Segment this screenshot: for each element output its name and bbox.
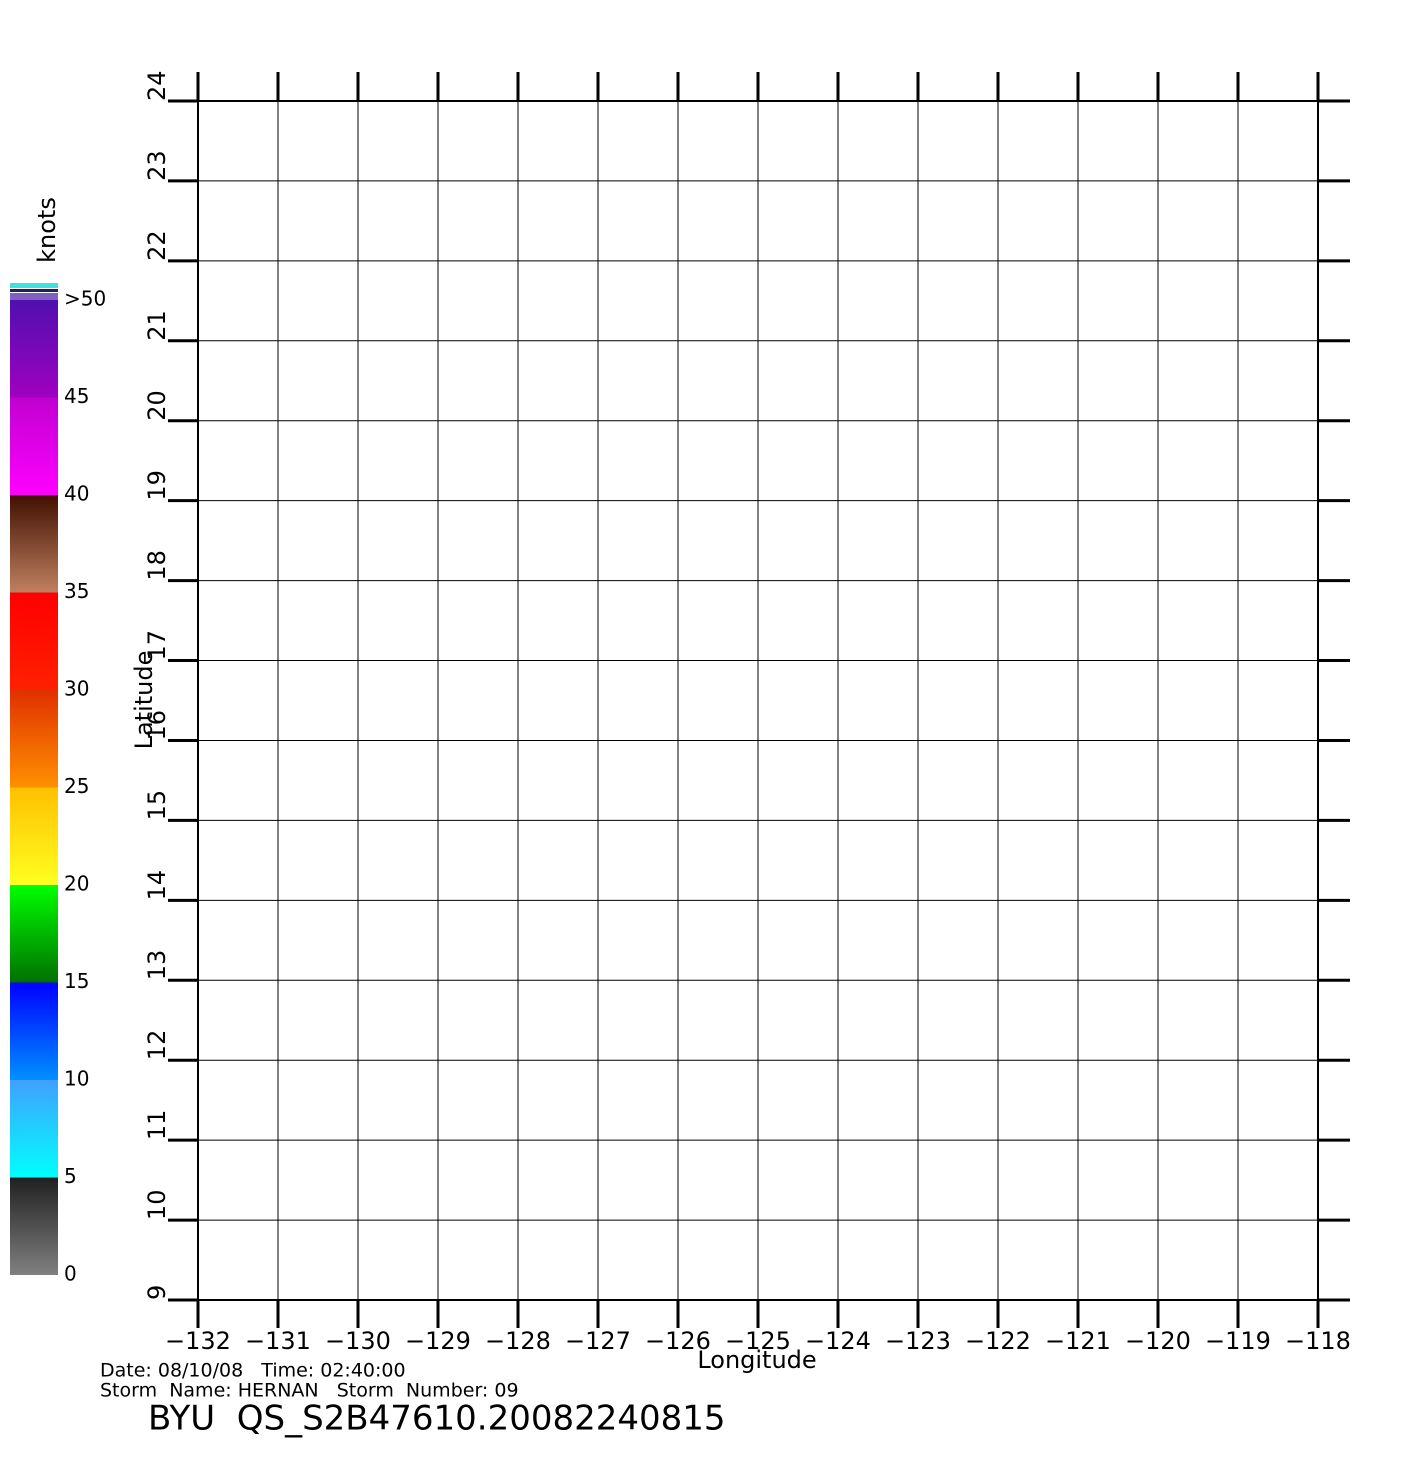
colorbar-segment (10, 787, 58, 885)
colorbar-segment (10, 690, 58, 788)
colorbar-tick-label: 15 (64, 969, 89, 993)
colorbar-tick-label: 20 (64, 872, 89, 896)
x-tick-label: −131 (245, 1327, 311, 1355)
colorbar-tick-label: 40 (64, 482, 89, 506)
x-tick-label: −130 (325, 1327, 391, 1355)
y-tick-label: 23 (143, 150, 171, 181)
y-tick-label: 24 (143, 70, 171, 101)
x-tick-label: −122 (965, 1327, 1031, 1355)
x-tick-label: −120 (1125, 1327, 1191, 1355)
colorbar-segment (10, 495, 58, 593)
colorbar-segment (10, 300, 58, 398)
y-axis-label: Latitude (130, 651, 158, 750)
colorbar-tick-label: 5 (64, 1164, 77, 1188)
y-tick-label: 15 (143, 790, 171, 821)
colorbar-tick-label: 10 (64, 1067, 89, 1091)
colorbar-tick-label: 25 (64, 774, 89, 798)
y-tick-label: 10 (143, 1190, 171, 1221)
colorbar-tick-label: >50 (64, 287, 106, 311)
y-tick-label: 22 (143, 230, 171, 261)
y-tick-label: 12 (143, 1030, 171, 1061)
colorbar-segment (10, 592, 58, 690)
y-tick-label: 21 (143, 310, 171, 341)
colorbar-tick-label: 30 (64, 677, 89, 701)
colorbar-segment (10, 982, 58, 1080)
colorbar-segment (10, 885, 58, 983)
y-tick-label: 9 (143, 1285, 171, 1300)
colorbar-segment (10, 1177, 58, 1275)
storm-note: Storm Name: HERNAN Storm Number: 09 (100, 1380, 519, 1402)
colorbar-cap (10, 283, 58, 288)
y-tick-label: 18 (143, 550, 171, 581)
x-tick-label: −124 (805, 1327, 871, 1355)
colorbar-tick-label: 45 (64, 384, 89, 408)
x-tick-label: −119 (1205, 1327, 1271, 1355)
x-tick-label: −121 (1045, 1327, 1111, 1355)
colorbar-tick-label: 0 (64, 1262, 77, 1286)
y-tick-label: 11 (143, 1110, 171, 1141)
x-tick-label: −123 (885, 1327, 951, 1355)
x-tick-label: −132 (165, 1327, 231, 1355)
y-tick-label: 16 (143, 710, 171, 741)
x-tick-label: −128 (485, 1327, 551, 1355)
y-tick-label: 17 (143, 630, 171, 661)
date-note: Date: 08/10/08 Time: 02:40:00 (100, 1360, 406, 1382)
x-tick-label: −129 (405, 1327, 471, 1355)
y-tick-label: 14 (143, 870, 171, 901)
x-tick-label: −126 (645, 1327, 711, 1355)
colorbar-cap (10, 289, 58, 292)
y-tick-label: 19 (143, 470, 171, 501)
x-tick-label: −127 (565, 1327, 631, 1355)
colorbar-segment (10, 397, 58, 495)
colorbar-segment (10, 1080, 58, 1178)
y-tick-label: 13 (143, 950, 171, 981)
y-tick-label: 20 (143, 390, 171, 421)
x-tick-label: −118 (1285, 1327, 1351, 1355)
x-axis-label: Longitude (697, 1346, 816, 1374)
colorbar-label: knots (33, 197, 61, 263)
colorbar-tick-label: 35 (64, 579, 89, 603)
colorbar-cap (10, 293, 58, 300)
product-id: BYU QS_S2B47610.20082240815 (148, 1399, 726, 1439)
plot-frame (197, 100, 1319, 1301)
x-tick-label: −125 (725, 1327, 791, 1355)
